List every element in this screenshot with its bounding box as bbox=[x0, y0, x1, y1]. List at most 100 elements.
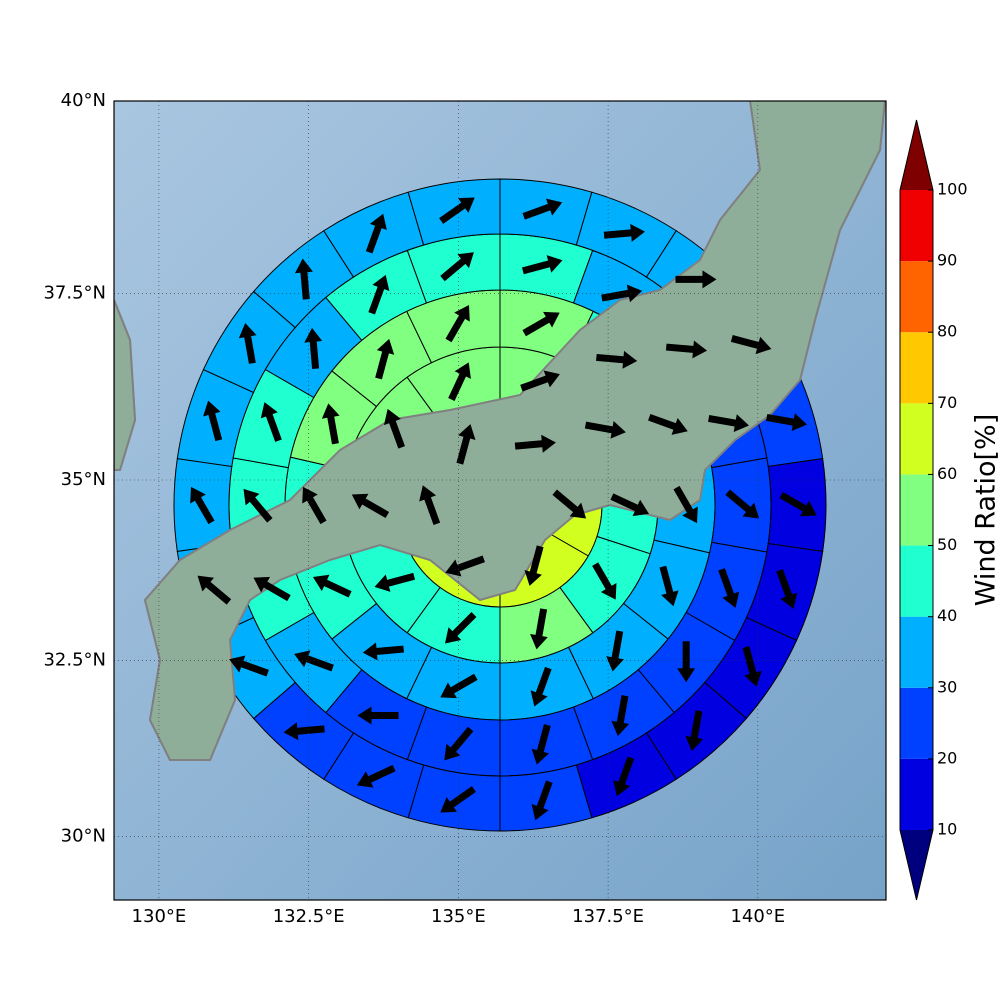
wind-arrow bbox=[520, 370, 560, 392]
wind-arrow bbox=[522, 311, 560, 337]
wind-arrow bbox=[190, 486, 215, 525]
wind-arrow bbox=[685, 710, 704, 752]
axes: 130°E 132.5°E 135°E 137.5°E 140°E 30°N 32.5°N 3… bbox=[43, 90, 886, 927]
colorbar-bin bbox=[900, 758, 933, 830]
x-tick-label: 132.5°E bbox=[273, 906, 345, 927]
wind-arrow bbox=[708, 414, 750, 432]
wind-arrow bbox=[613, 756, 635, 797]
wind-arrow bbox=[302, 486, 327, 525]
wind-arrow bbox=[730, 335, 772, 355]
wind-arrow bbox=[611, 695, 630, 737]
wind-arrow bbox=[530, 666, 552, 707]
arrow-layer bbox=[190, 197, 817, 821]
wind-arrow bbox=[283, 722, 325, 741]
wind-arrow bbox=[718, 568, 740, 608]
x-tick-label: 135°E bbox=[431, 906, 486, 927]
wind-arrow bbox=[243, 488, 273, 523]
wind-arrow bbox=[365, 213, 387, 254]
colorbar-bin bbox=[900, 474, 933, 546]
colorbar-bin bbox=[900, 190, 933, 262]
wind-arrow bbox=[362, 642, 404, 661]
colorbar-tick-label: 40 bbox=[937, 606, 957, 625]
wind-arrow bbox=[779, 491, 817, 517]
wind-arrow bbox=[203, 400, 223, 442]
wind-arrow bbox=[439, 197, 475, 224]
wind-arrow bbox=[253, 576, 291, 602]
colorbar-tick-label: 60 bbox=[937, 464, 957, 483]
colorbar-bin bbox=[900, 261, 933, 333]
wind-arrow bbox=[456, 424, 476, 465]
wind-arrow bbox=[665, 340, 708, 359]
colorbar-tick-label: 90 bbox=[937, 251, 957, 270]
wind-arrow bbox=[440, 252, 474, 282]
colorbar-tick-label: 30 bbox=[937, 677, 957, 696]
colorbar-bin bbox=[900, 403, 933, 475]
wind-arrow bbox=[445, 304, 470, 343]
wind-arrow bbox=[383, 408, 405, 449]
wind-arrow bbox=[677, 641, 696, 683]
colorbar: 10 20 30 40 50 60 70 80 90 100 bbox=[899, 119, 968, 901]
frame bbox=[113, 100, 887, 901]
wind-arrow bbox=[592, 562, 617, 600]
wind-arrow bbox=[444, 726, 474, 761]
colorbar-bin bbox=[900, 616, 933, 688]
wind-arrow bbox=[260, 402, 282, 442]
wind-arrow bbox=[530, 608, 548, 650]
wind-arrow bbox=[448, 362, 471, 401]
wind-arrow bbox=[440, 786, 476, 813]
wind-arrow bbox=[742, 646, 762, 687]
wind-arrow bbox=[522, 198, 563, 220]
colorbar-under bbox=[900, 830, 933, 900]
wind-arrow bbox=[648, 413, 688, 435]
wind-arrow bbox=[606, 630, 624, 672]
y-tick-label: 37.5°N bbox=[43, 283, 106, 304]
wind-arrow bbox=[321, 403, 340, 445]
wind-arrow bbox=[357, 706, 399, 725]
colorbar-tick-label: 50 bbox=[937, 535, 957, 554]
wind-arrow bbox=[531, 780, 553, 821]
wind-arrow bbox=[444, 612, 477, 644]
wind-arrow bbox=[659, 565, 679, 607]
wind-arrow bbox=[531, 724, 551, 765]
x-tick-label: 140°E bbox=[730, 906, 785, 927]
y-tick-label: 35°N bbox=[61, 469, 106, 490]
colorbar-tick-label: 10 bbox=[937, 820, 957, 839]
x-tick-label: 137.5°E bbox=[572, 906, 644, 927]
wind-arrow bbox=[304, 327, 323, 370]
wind-arrow bbox=[552, 489, 587, 519]
wind-arrow bbox=[374, 572, 416, 592]
wind-arrow bbox=[419, 485, 441, 525]
wind-arrow bbox=[238, 322, 257, 364]
wind-arrow bbox=[766, 413, 808, 431]
wind-arrow bbox=[312, 574, 352, 598]
wind-arrow bbox=[351, 493, 390, 519]
wind-arrow bbox=[514, 434, 556, 453]
y-tick-label: 32.5°N bbox=[43, 650, 106, 671]
wind-arrow bbox=[294, 650, 334, 672]
colorbar-tick-label: 80 bbox=[937, 322, 957, 341]
wind-arrow bbox=[596, 350, 638, 369]
wind-arrow bbox=[445, 555, 485, 577]
colorbar-bin bbox=[900, 687, 933, 759]
wind-arrow bbox=[584, 420, 626, 439]
colorbar-bin bbox=[900, 332, 933, 404]
wind-arrow bbox=[521, 255, 563, 275]
wind-arrow bbox=[368, 274, 390, 315]
colorbar-over bbox=[900, 120, 933, 190]
wind-arrow bbox=[675, 270, 717, 289]
wind-arrow bbox=[197, 575, 232, 605]
wind-arrow bbox=[601, 284, 643, 303]
colorbar-bin bbox=[900, 545, 933, 617]
y-tick-label: 40°N bbox=[61, 90, 106, 111]
wind-arrow bbox=[375, 338, 395, 380]
wind-arrow bbox=[610, 493, 650, 517]
wind-arrow bbox=[524, 545, 544, 586]
colorbar-tick-label: 20 bbox=[937, 748, 957, 767]
wind-arrow bbox=[229, 655, 269, 677]
x-tick-label: 130°E bbox=[132, 906, 187, 927]
wind-arrow bbox=[776, 569, 798, 609]
wind-arrow bbox=[603, 223, 645, 242]
wind-arrow bbox=[440, 673, 478, 699]
y-tick-label: 30°N bbox=[61, 825, 106, 846]
